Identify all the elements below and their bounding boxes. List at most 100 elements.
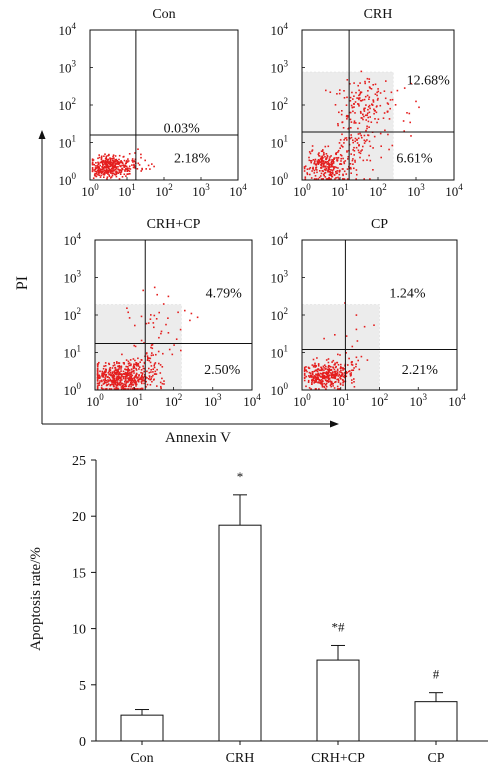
- flow-event-dot: [141, 359, 143, 361]
- flow-x-tick-label: 102: [165, 392, 183, 409]
- flow-event-dot: [122, 163, 124, 165]
- flow-event-dot: [150, 371, 152, 373]
- flow-event-dot: [351, 379, 353, 381]
- flow-event-dot: [337, 123, 339, 125]
- flow-event-dot: [355, 138, 357, 140]
- flow-event-dot: [130, 364, 132, 366]
- flow-event-dot: [106, 388, 108, 390]
- flow-event-dot: [355, 363, 357, 365]
- flow-event-dot: [107, 381, 109, 383]
- flow-event-dot: [106, 380, 108, 382]
- flow-event-dot: [330, 91, 332, 93]
- flow-lower-right-percent: 6.61%: [396, 152, 433, 167]
- flow-event-dot: [325, 172, 327, 174]
- flow-event-dot: [121, 375, 123, 377]
- flow-event-dot: [353, 147, 355, 149]
- flow-event-dot: [125, 168, 127, 170]
- flow-event-dot: [119, 372, 121, 374]
- flow-event-dot: [340, 370, 342, 372]
- flow-event-dot: [343, 127, 345, 129]
- flow-event-dot: [312, 167, 314, 169]
- flow-event-dot: [316, 357, 318, 359]
- flow-event-dot: [102, 164, 104, 166]
- flow-event-dot: [335, 173, 337, 175]
- flow-event-dot: [316, 172, 318, 174]
- flow-event-dot: [367, 78, 369, 80]
- flow-event-dot: [304, 373, 306, 375]
- flow-event-dot: [387, 134, 389, 136]
- flow-event-dot: [365, 130, 367, 132]
- flow-event-dot: [362, 146, 364, 148]
- flow-event-dot: [139, 361, 141, 363]
- flow-event-dot: [352, 111, 354, 113]
- flow-event-dot: [324, 169, 326, 171]
- flow-event-dot: [154, 315, 156, 317]
- flow-event-dot: [321, 368, 323, 370]
- flow-event-dot: [363, 108, 365, 110]
- flow-event-dot: [105, 365, 107, 367]
- flow-event-dot: [139, 366, 141, 368]
- flow-event-dot: [353, 378, 355, 380]
- flow-event-dot: [128, 361, 130, 363]
- flow-event-dot: [156, 294, 158, 296]
- flow-event-dot: [368, 155, 370, 157]
- flow-event-dot: [106, 178, 108, 180]
- flow-event-dot: [92, 168, 94, 170]
- flow-event-dot: [100, 171, 102, 173]
- flow-x-tick-label: 101: [331, 182, 349, 199]
- flow-event-dot: [341, 122, 343, 124]
- flow-event-dot: [361, 137, 363, 139]
- flow-event-dot: [312, 364, 314, 366]
- flow-event-dot: [367, 134, 369, 136]
- flow-event-dot: [365, 104, 367, 106]
- bar-chart-marks: Con CRH*CRH+CP*#CP#: [121, 469, 457, 766]
- flow-event-dot: [361, 92, 363, 94]
- flow-event-dot: [112, 160, 114, 162]
- flow-event-dot: [369, 112, 371, 114]
- flow-event-dot: [102, 169, 104, 171]
- flow-event-dot: [126, 359, 128, 361]
- flow-event-dot: [383, 117, 385, 119]
- flow-event-dot: [112, 173, 114, 175]
- flow-event-dot: [125, 165, 127, 167]
- bar-x-tick-label: Con: [130, 751, 153, 766]
- flow-event-dot: [97, 371, 99, 373]
- flow-event-dot: [356, 97, 358, 99]
- flow-event-dot: [351, 370, 353, 372]
- flow-event-dot: [415, 101, 417, 103]
- flow-event-dot: [117, 376, 119, 378]
- flow-event-dot: [359, 133, 361, 135]
- flow-event-dot: [323, 369, 325, 371]
- flow-event-dot: [343, 139, 345, 141]
- flow-event-dot: [158, 337, 160, 339]
- flow-event-dot: [346, 139, 348, 141]
- flow-event-dot: [366, 139, 368, 141]
- flow-event-dot: [162, 366, 164, 368]
- flow-event-dot: [356, 147, 358, 149]
- flow-event-dot: [341, 110, 343, 112]
- flow-event-dot: [316, 166, 318, 168]
- flow-event-dot: [122, 169, 124, 171]
- flow-event-dot: [109, 374, 111, 376]
- flow-event-dot: [336, 379, 338, 381]
- flow-event-dot: [309, 160, 311, 162]
- flow-event-dot: [155, 371, 157, 373]
- flow-dot-cloud: [92, 148, 155, 179]
- flow-event-dot: [120, 382, 122, 384]
- bar-y-tick-label: 15: [72, 566, 86, 581]
- flow-event-dot: [342, 373, 344, 375]
- flow-event-dot: [331, 165, 333, 167]
- flow-event-dot: [320, 175, 322, 177]
- flow-event-dot: [367, 359, 369, 361]
- flow-event-dot: [180, 329, 182, 331]
- flow-event-dot: [94, 171, 96, 173]
- flow-event-dot: [160, 382, 162, 384]
- flow-event-dot: [118, 159, 120, 161]
- flow-event-dot: [321, 370, 323, 372]
- flow-event-dot: [346, 115, 348, 117]
- flow-event-dot: [327, 166, 329, 168]
- flow-event-dot: [99, 165, 101, 167]
- flow-event-dot: [152, 344, 154, 346]
- flow-event-dot: [100, 176, 102, 178]
- flow-y-tick-label: 102: [271, 96, 289, 113]
